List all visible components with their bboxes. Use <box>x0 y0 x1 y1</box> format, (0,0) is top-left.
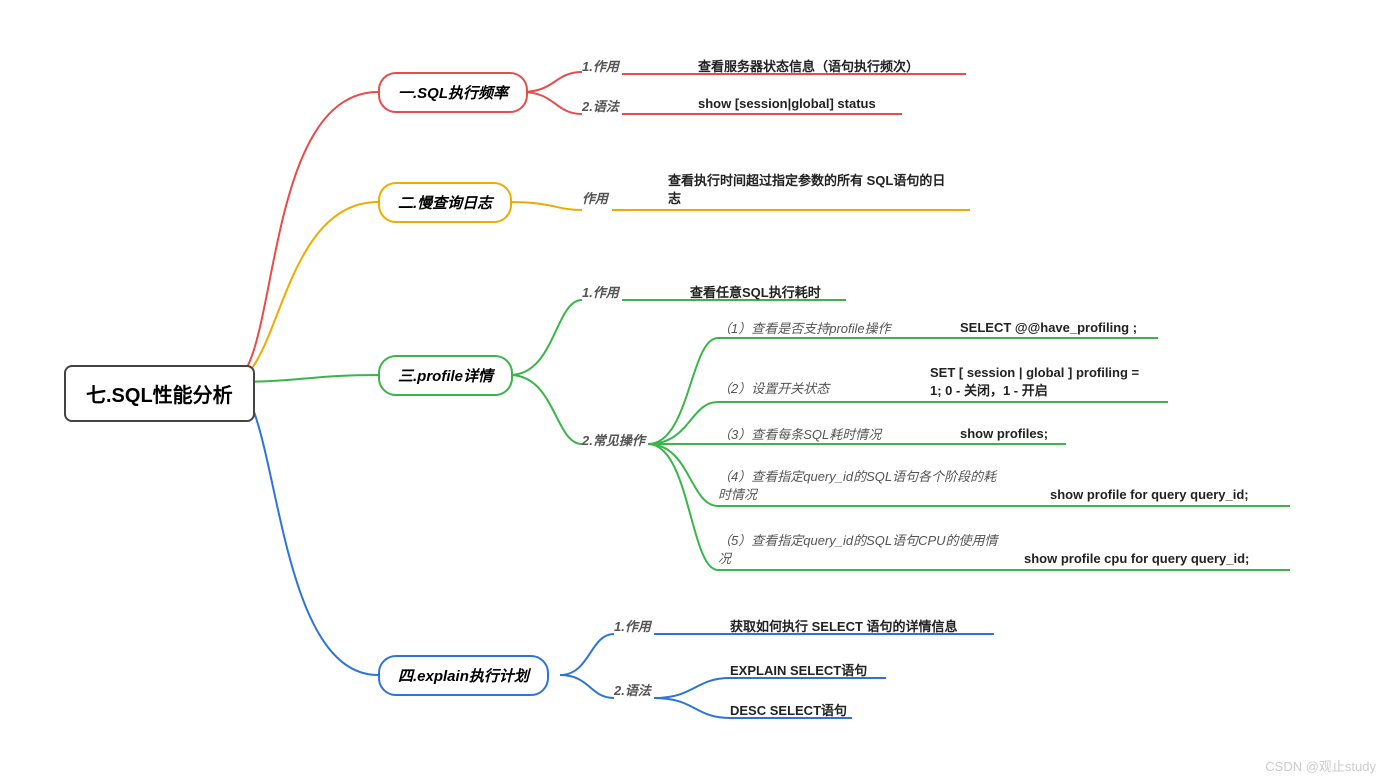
leaf-label: 查看执行时间超过指定参数的所有 SQL语句的日 志 <box>668 172 968 208</box>
leaf-label: show profile for query query_id; <box>1050 486 1290 504</box>
mid-label: 1.作用 <box>582 56 619 75</box>
leaf-label: 查看任意SQL执行耗时 <box>690 282 821 301</box>
branch-b3[interactable]: 三.profile详情 <box>378 355 513 396</box>
root-node[interactable]: 七.SQL性能分析 <box>64 365 255 422</box>
watermark: CSDN @观止study <box>1265 756 1376 775</box>
branch-b2[interactable]: 二.慢查询日志 <box>378 182 512 223</box>
leaf-label: 查看服务器状态信息（语句执行频次） <box>698 56 919 75</box>
leaf-label: show [session|global] status <box>698 96 876 111</box>
leaf-note: （1）查看是否支持profile操作 <box>718 320 891 338</box>
mid-label: 作用 <box>582 188 608 207</box>
leaf-note: （5）查看指定query_id的SQL语句CPU的使用情 况 <box>718 532 1018 568</box>
leaf-label: show profiles; <box>960 426 1048 441</box>
leaf-label: DESC SELECT语句 <box>730 700 847 719</box>
mid-label: 1.作用 <box>582 282 619 301</box>
branch-b1[interactable]: 一.SQL执行频率 <box>378 72 528 113</box>
leaf-label: show profile cpu for query query_id; <box>1024 550 1264 568</box>
leaf-label: SELECT @@have_profiling ; <box>960 320 1137 335</box>
branch-b4[interactable]: 四.explain执行计划 <box>378 655 549 696</box>
leaf-label: 获取如何执行 SELECT 语句的详情信息 <box>730 616 958 635</box>
mid-label: 2.常见操作 <box>582 430 645 449</box>
mid-label: 2.语法 <box>614 680 651 699</box>
leaf-label: SET [ session | global ] profiling = 1; … <box>930 364 1170 400</box>
leaf-note: （4）查看指定query_id的SQL语句各个阶段的耗 时情况 <box>718 468 1018 504</box>
leaf-label: EXPLAIN SELECT语句 <box>730 660 867 679</box>
leaf-note: （3）查看每条SQL耗时情况 <box>718 426 881 444</box>
mid-label: 1.作用 <box>614 616 651 635</box>
mid-label: 2.语法 <box>582 96 619 115</box>
